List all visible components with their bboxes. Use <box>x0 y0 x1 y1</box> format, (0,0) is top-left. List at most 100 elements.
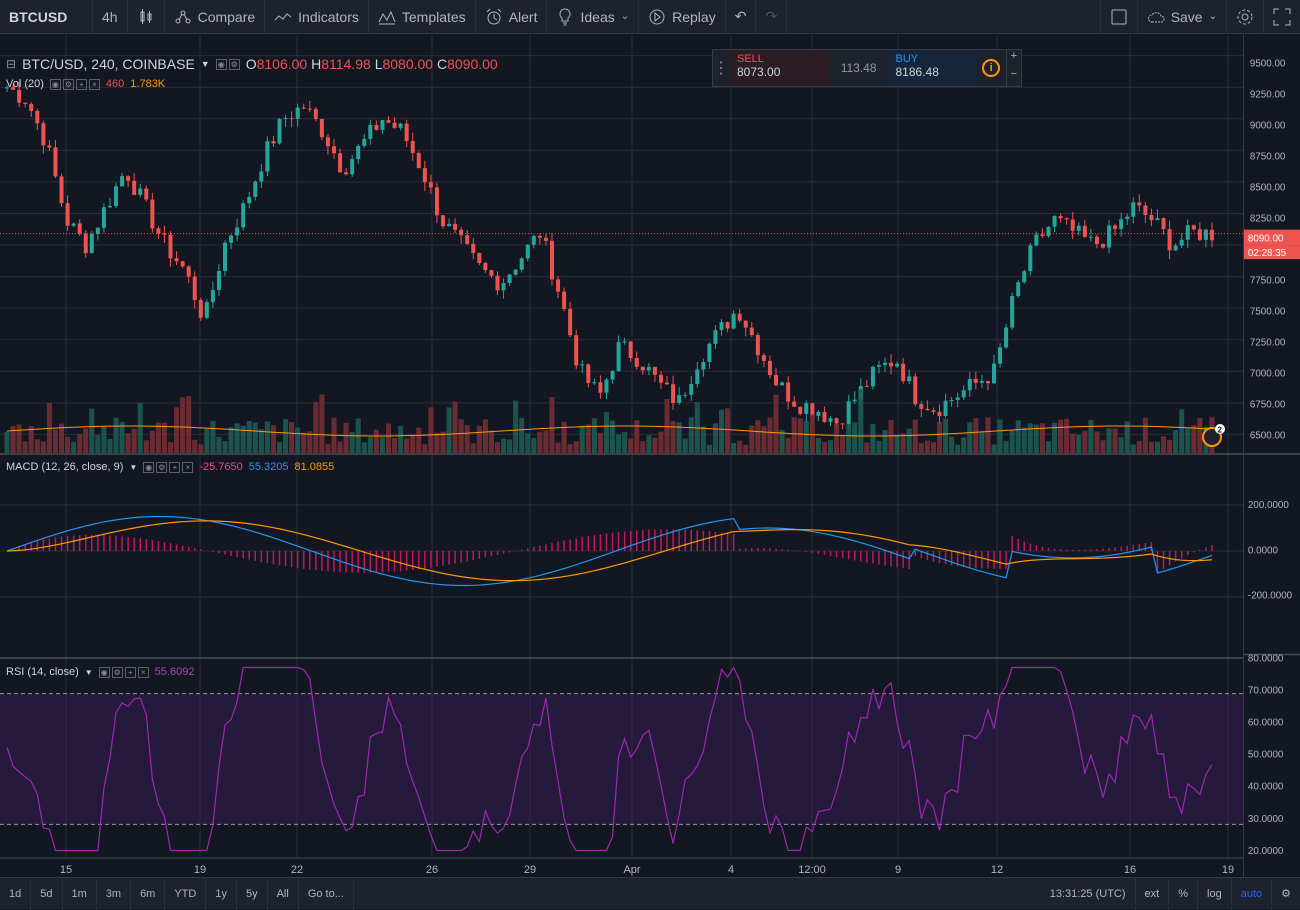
macd-label[interactable]: MACD (12, 26, close, 9) <box>6 461 124 473</box>
candle-body <box>943 400 948 417</box>
redo-button[interactable]: ↷ <box>756 0 788 34</box>
chart-type-button[interactable] <box>128 0 165 34</box>
rsi-label[interactable]: RSI (14, close) <box>6 666 79 678</box>
range-5y[interactable]: 5y <box>237 877 268 910</box>
rsi-actions[interactable]: ◉ ⚙ + × <box>98 666 149 678</box>
volume-bar <box>137 402 143 453</box>
candle-body <box>192 276 197 301</box>
compare-label: Compare <box>197 8 256 25</box>
range-6m[interactable]: 6m <box>131 877 166 910</box>
templates-button[interactable]: Templates <box>369 0 476 34</box>
close-icon[interactable]: × <box>182 461 194 473</box>
alert-button[interactable]: Alert <box>476 0 548 34</box>
fullscreen-button[interactable] <box>1264 0 1300 34</box>
volume-bar <box>101 426 107 453</box>
settings-small-icon[interactable]: ⚙ <box>62 78 74 90</box>
range-ytd[interactable]: YTD <box>165 877 207 910</box>
volume-bar <box>1191 425 1197 453</box>
candle-body <box>737 313 742 321</box>
close-icon[interactable]: × <box>137 666 149 678</box>
candle-body <box>1167 229 1172 251</box>
layout-button[interactable] <box>1099 0 1138 34</box>
sell-button[interactable]: SELL 8073.00 <box>729 50 830 86</box>
candle-body <box>870 366 875 387</box>
save-button[interactable]: Save ⌄ <box>1138 0 1227 34</box>
eye-icon[interactable]: ◉ <box>143 461 155 473</box>
candle-body <box>549 240 554 280</box>
scale-settings-button[interactable]: ⚙ <box>1272 878 1300 910</box>
volume-bar <box>325 444 331 453</box>
add-icon[interactable]: + <box>124 666 136 678</box>
replay-button[interactable]: Replay <box>639 0 726 34</box>
settings-small-icon[interactable]: ⚙ <box>156 461 168 473</box>
clock[interactable]: 13:31:25 (UTC) <box>1041 877 1136 910</box>
buy-price: 8186.48 <box>895 65 939 79</box>
volume-bar <box>555 442 561 453</box>
add-icon[interactable]: + <box>169 461 181 473</box>
drag-handle-icon[interactable]: ⋮ <box>713 60 729 77</box>
interval-button[interactable]: 4h <box>93 0 128 34</box>
volume-bar <box>83 428 89 453</box>
add-icon[interactable]: + <box>75 78 87 90</box>
range-1d[interactable]: 1d <box>0 877 32 910</box>
settings-button[interactable] <box>1227 0 1264 34</box>
candle-body <box>1028 245 1033 272</box>
candle-body <box>543 237 548 241</box>
symbol-search[interactable]: BTCUSD <box>0 0 93 34</box>
range-all[interactable]: All <box>268 877 299 910</box>
eye-icon[interactable]: ◉ <box>49 78 61 90</box>
plus-icon[interactable]: + <box>1010 50 1017 62</box>
settings-small-icon[interactable]: ⚙ <box>228 58 240 70</box>
candle-body <box>786 382 791 402</box>
candle-body <box>1046 226 1051 237</box>
volume-actions[interactable]: ◉ ⚙ + × <box>49 78 100 90</box>
buy-button[interactable]: BUY 8186.48 <box>887 50 977 86</box>
price-tick: 7500.00 <box>1250 307 1286 318</box>
macd-tick: 0.0000 <box>1248 545 1279 556</box>
buy-label: BUY <box>895 53 919 65</box>
chevron-down-icon[interactable]: ▼ <box>200 59 210 69</box>
candle-body <box>834 418 839 424</box>
eye-icon[interactable]: ◉ <box>215 58 227 70</box>
chevron-down-icon[interactable]: ▼ <box>129 462 138 472</box>
ideas-button[interactable]: Ideas ⌄ <box>547 0 640 34</box>
volume-label[interactable]: Vol (20) <box>6 78 44 90</box>
time-tick: 16 <box>1124 864 1136 876</box>
goto-button[interactable]: Go to... <box>299 877 354 910</box>
range-5d[interactable]: 5d <box>31 877 63 910</box>
indicators-button[interactable]: Indicators <box>265 0 369 34</box>
time-tick: Apr <box>623 864 640 876</box>
range-1m[interactable]: 1m <box>63 877 97 910</box>
candle-body <box>665 382 670 385</box>
info-button[interactable]: i <box>977 50 1006 86</box>
percent-button[interactable]: % <box>1169 877 1199 910</box>
undo-button[interactable]: ↶ <box>726 0 757 34</box>
range-1y[interactable]: 1y <box>206 877 237 910</box>
candle-body <box>1143 205 1148 216</box>
macd-actions[interactable]: ◉ ⚙ + × <box>143 461 194 473</box>
chart-area[interactable]: 2 15 19 22 26 29 Apr 4 12:00 9 12 16 19 <box>0 35 1243 877</box>
range-3m[interactable]: 3m <box>97 877 132 910</box>
volume-bar <box>749 425 755 453</box>
settings-small-icon[interactable]: ⚙ <box>111 666 123 678</box>
price-scale[interactable]: 9500.00 9250.00 9000.00 8750.00 8500.00 8250.… <box>1243 35 1300 877</box>
indicators-label: Indicators <box>298 8 359 25</box>
series-actions[interactable]: ◉ ⚙ <box>215 58 240 70</box>
log-button[interactable]: log <box>1198 877 1232 910</box>
auto-button[interactable]: auto <box>1232 877 1273 910</box>
eye-icon[interactable]: ◉ <box>98 666 110 678</box>
volume-bar <box>379 437 385 453</box>
legend-symbol[interactable]: BTC/USD, 240, COINBASE <box>22 56 195 72</box>
minus-icon[interactable]: − <box>1010 68 1017 80</box>
series-collapse-icon[interactable]: ⊟ <box>6 57 17 71</box>
ext-button[interactable]: ext <box>1136 877 1170 910</box>
close-icon[interactable]: × <box>88 78 100 90</box>
candle-body <box>907 376 912 382</box>
chevron-down-icon[interactable]: ▼ <box>84 667 93 677</box>
volume-bar <box>4 431 10 453</box>
compare-button[interactable]: Compare <box>165 0 266 34</box>
price-tick: 9000.00 <box>1250 121 1286 132</box>
volume-bar <box>361 442 367 453</box>
candle-body <box>259 171 264 182</box>
candle-body <box>671 384 676 403</box>
